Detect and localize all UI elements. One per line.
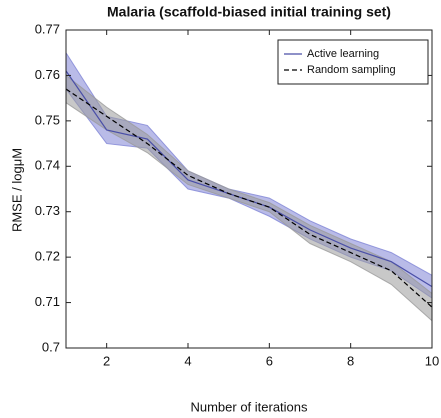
confidence-band (65, 74, 433, 322)
x-axis-label: Number of iterations (190, 399, 308, 414)
y-tick-label: 0.7 (42, 339, 60, 354)
y-tick-label: 0.74 (35, 158, 60, 173)
y-axis-label: RMSE / logμM (9, 148, 24, 232)
legend-label: Random sampling (307, 64, 396, 76)
chart-title: Malaria (scaffold-biased initial trainin… (107, 4, 391, 20)
x-tick-label: 6 (266, 353, 273, 368)
y-tick-label: 0.72 (35, 249, 60, 264)
x-tick-label: 8 (347, 353, 354, 368)
y-tick-label: 0.76 (35, 67, 60, 82)
plot-frame (65, 29, 433, 349)
legend: Active learning Random sampling (277, 39, 429, 85)
series-line (65, 70, 433, 288)
x-tick-label: 4 (184, 353, 191, 368)
y-tick-label: 0.77 (35, 21, 60, 36)
y-tick-label: 0.71 (35, 294, 60, 309)
legend-label: Active learning (307, 48, 379, 60)
x-tick-label: 2 (103, 353, 110, 368)
series-line (65, 88, 433, 308)
y-tick-label: 0.73 (35, 203, 60, 218)
legend-box (277, 39, 429, 85)
x-tick-label: 10 (425, 353, 439, 368)
y-tick-label: 0.75 (35, 112, 60, 127)
